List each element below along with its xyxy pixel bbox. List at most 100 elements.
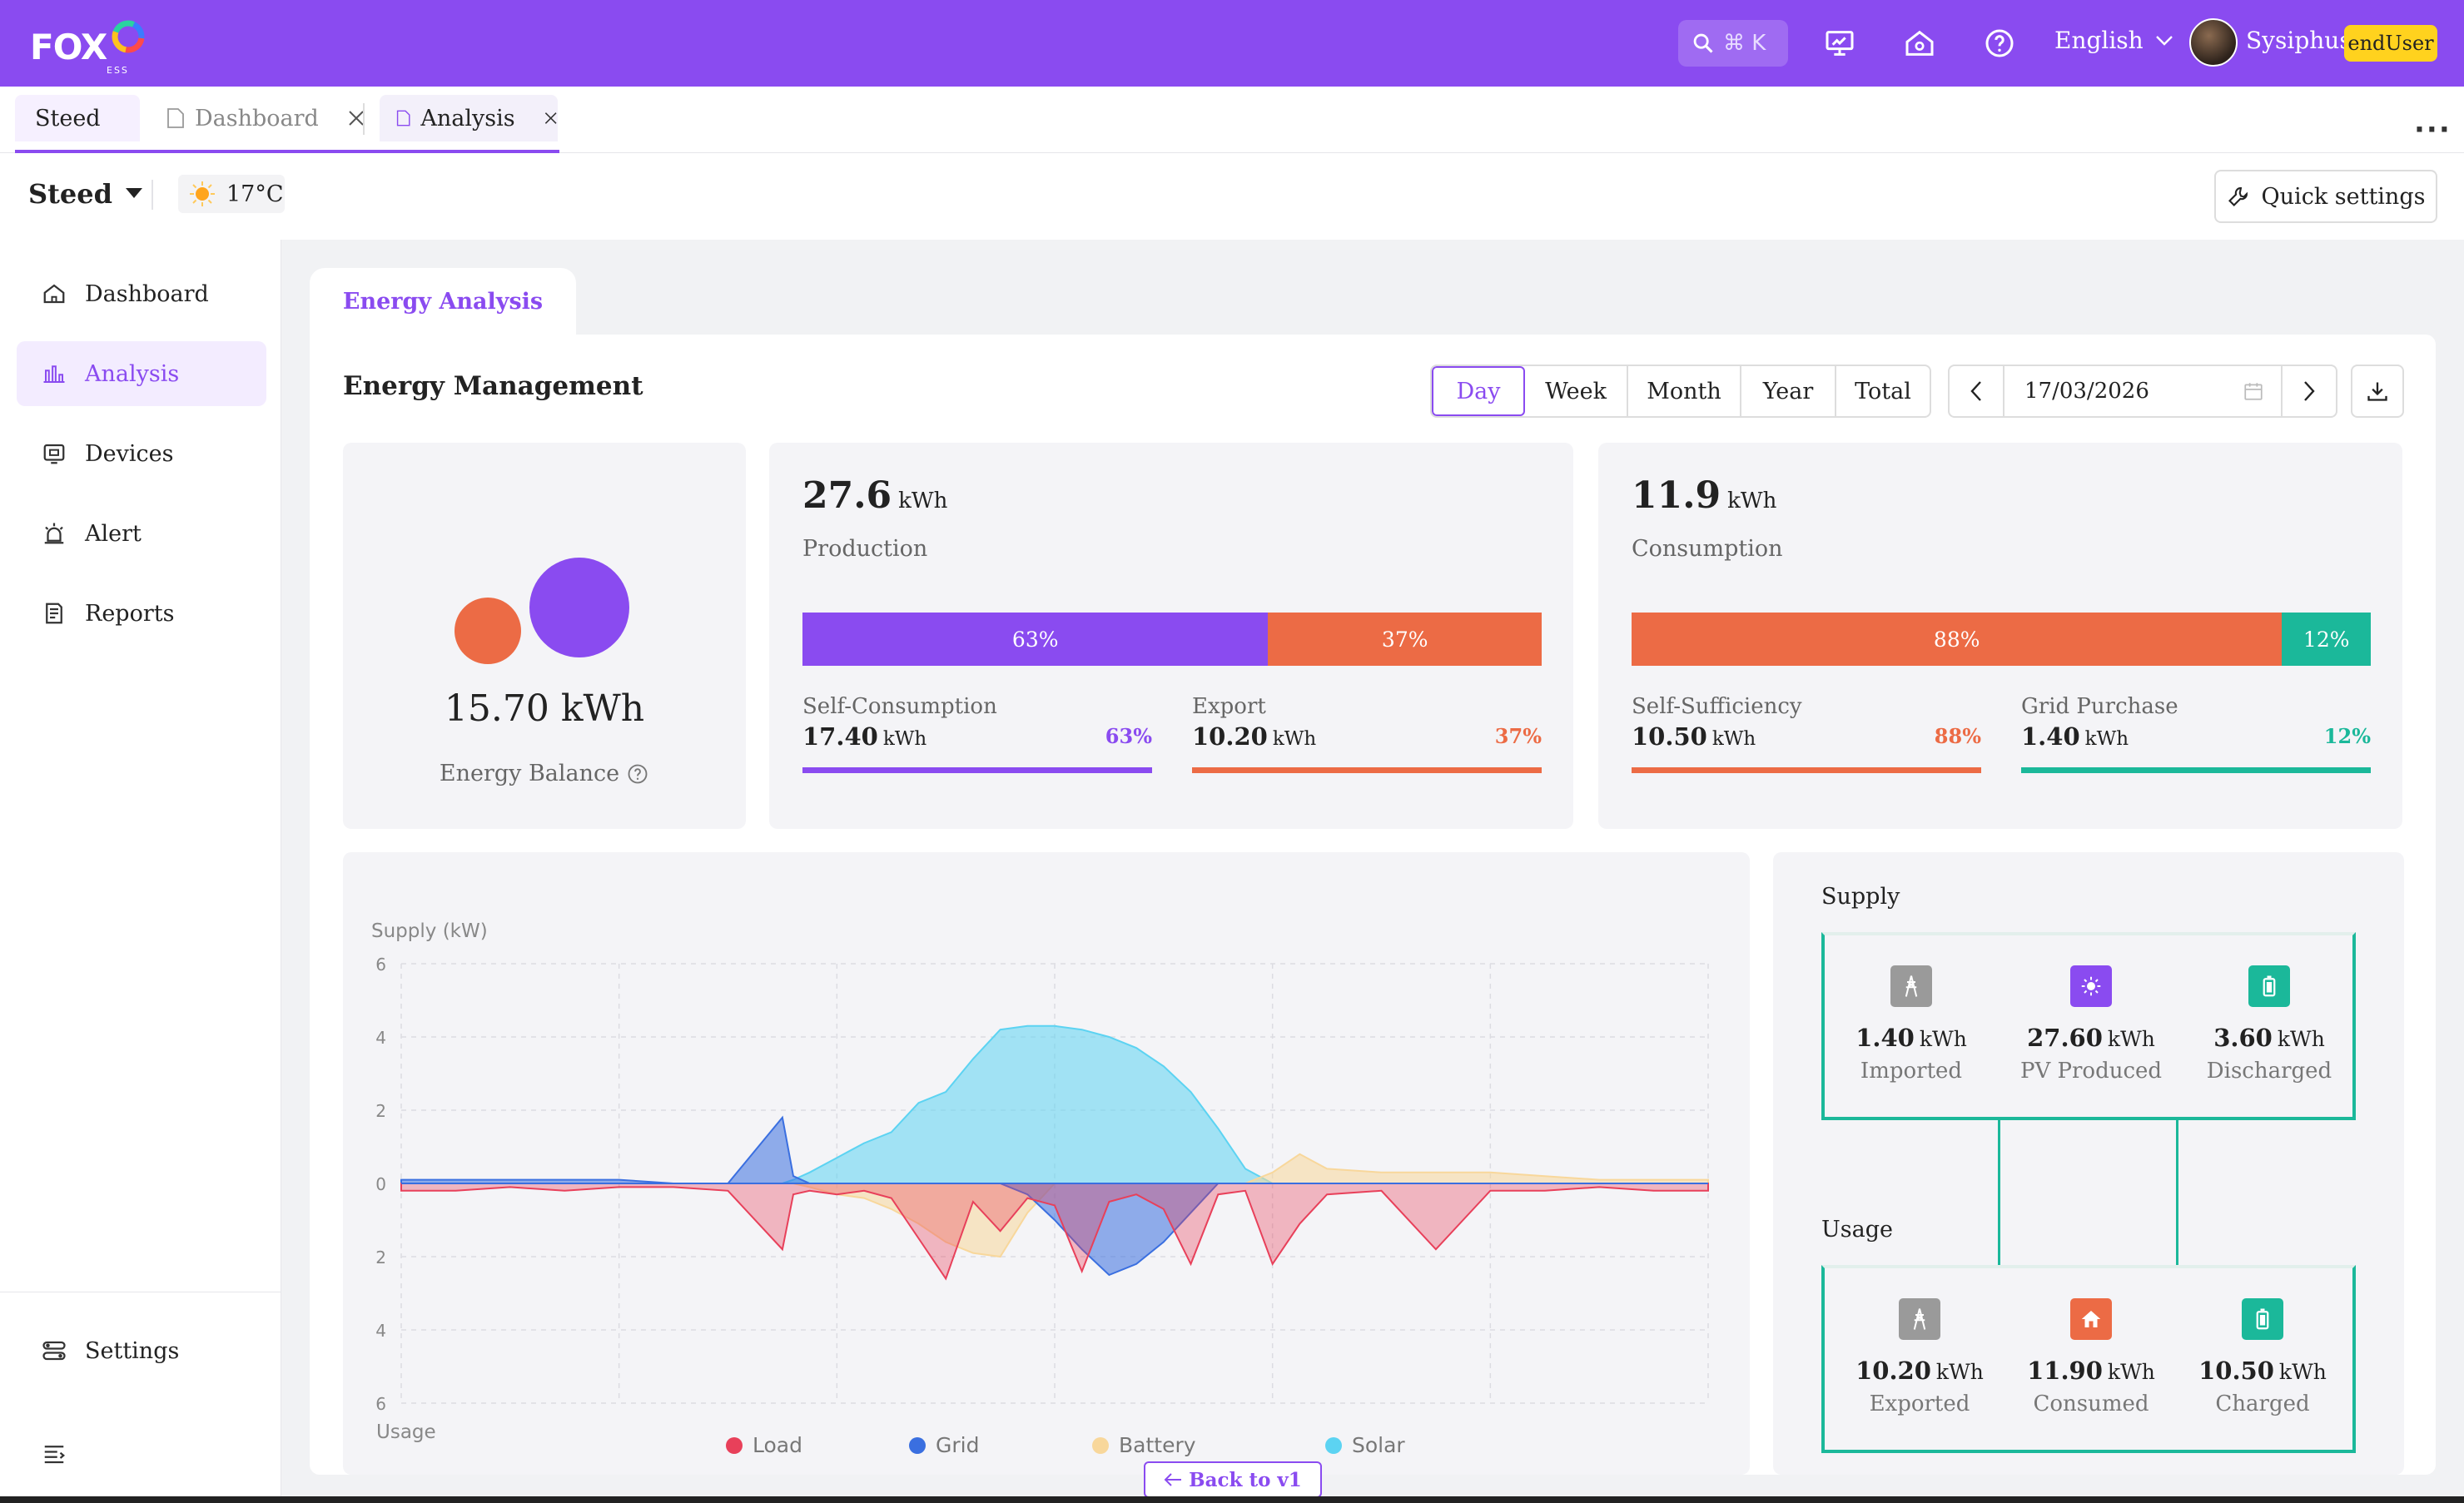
site-bar [0,153,2464,240]
search-shortcut: ⌘ K [1723,31,1766,56]
page-title: Energy Management [343,371,643,401]
date-input[interactable]: 17/03/2026 [2003,366,2283,416]
consumed-item: 11.90 kWh Consumed [2008,1298,2174,1416]
calendar-icon [2244,383,2263,400]
tab-indicator [15,150,559,153]
quick-settings-button[interactable]: Quick settings [2214,170,2437,223]
wrench-icon [2228,187,2248,206]
sidebar-item-analysis[interactable]: Analysis [17,341,266,406]
discharged-item: 3.60 kWh Discharged [2186,965,2352,1084]
grid-purchase-segment: 12% [2282,613,2371,666]
legend-solar[interactable]: Solar [1325,1433,1405,1457]
pv-produced-item: 27.60 kWh PV Produced [2008,965,2174,1084]
close-icon[interactable] [544,109,558,127]
tab-bar: Steed Dashboard Analysis [0,87,2464,153]
document-icon [167,108,184,128]
period-year[interactable]: Year [1741,366,1836,416]
legend-battery[interactable]: Battery [1092,1433,1196,1457]
legend-grid[interactable]: Grid [909,1433,979,1457]
production-card: 27.6 kWh Production 63% 37% Self-Consumpt… [769,443,1573,829]
tab-energy-analysis[interactable]: Energy Analysis [310,268,576,335]
user-name[interactable]: Sysiphus [2246,27,2352,54]
logo-ring-icon [112,20,145,53]
tab-home[interactable]: Steed [15,95,140,141]
close-icon[interactable] [347,109,365,127]
y-tick-label: 4 [375,1321,386,1341]
sidebar-item-devices[interactable]: Devices [17,421,266,486]
y-tick-label: 0 [375,1174,386,1194]
y-tick-label: 6 [375,955,386,975]
home-icon[interactable] [1903,27,1936,60]
next-date-button[interactable] [2283,366,2336,416]
self-sufficiency-segment: 88% [1632,613,2283,666]
info-icon[interactable] [626,762,649,786]
help-icon[interactable] [1983,27,2016,60]
self-consumption-stat: Self-Consumption 17.40 kWh 63% [802,694,1152,773]
usage-heading: Usage [1821,1217,1893,1243]
balance-value: 15.70 kWh [444,687,645,730]
y-tick-label: 6 [375,1394,386,1414]
collapse-menu-icon[interactable] [42,1441,67,1466]
balance-label: Energy Balance [343,761,746,786]
export-stat: Export 10.20 kWh 37% [1192,694,1542,773]
presentation-chart-icon[interactable] [1823,27,1856,60]
consumption-bubble [455,598,521,664]
avatar[interactable] [2189,18,2238,67]
download-button[interactable] [2351,365,2404,418]
legend-load[interactable]: Load [726,1433,802,1457]
load-series-area [400,1183,1709,1281]
chevron-right-icon [2304,381,2315,401]
production-label: Production [802,536,928,562]
self-sufficiency-stat: Self-Sufficiency 10.50 kWh 88% [1632,694,1981,773]
period-week[interactable]: Week [1525,366,1628,416]
y-axis-label-usage: Usage [376,1421,436,1443]
sidebar-item-reports[interactable]: Reports [17,581,266,646]
y-tick-label: 2 [375,1101,386,1121]
document-icon [396,110,410,126]
settings-toggle-icon [42,1341,66,1361]
solar-series-area [401,1024,1708,1184]
download-icon [2367,382,2387,401]
exported-item: 10.20 kWh Exported [1836,1298,2003,1416]
chevron-down-icon [2155,35,2173,46]
grid-purchase-stat: Grid Purchase 1.40 kWh 12% [2021,694,2371,773]
sidebar: Dashboard Analysis Devices Alert Reports… [0,240,281,1503]
fox-ess-logo[interactable]: FOX ESS [30,18,163,77]
flow-connector-left [1998,1120,2000,1265]
sun-icon [190,181,215,206]
sun-icon [2070,965,2112,1007]
consumption-card: 11.9 kWh Consumption 88% 12% Self-Suffici… [1598,443,2402,829]
export-segment: 37% [1268,613,1542,666]
production-split-bar: 63% 37% [802,613,1542,666]
more-options-icon[interactable]: ··· [2414,113,2452,146]
caret-down-icon [125,188,142,198]
period-total[interactable]: Total [1855,378,1911,404]
site-selector[interactable]: Steed [28,178,142,210]
language-selector[interactable]: English [2054,27,2173,54]
consumption-total: 11.9 kWh [1632,474,1777,517]
tab-dashboard[interactable]: Dashboard [166,95,365,141]
period-month[interactable]: Month [1628,366,1741,416]
supply-heading: Supply [1821,884,1900,910]
grid-tower-icon [1890,965,1932,1007]
sidebar-item-dashboard[interactable]: Dashboard [17,261,266,326]
y-tick-label: 2 [375,1248,386,1267]
self-consumption-segment: 63% [802,613,1269,666]
sidebar-item-settings[interactable]: Settings [17,1318,266,1383]
energy-flow-card: Supply 1.40 kWh Imported 27.60 kWh PV Prod… [1773,852,2404,1475]
prev-date-button[interactable] [1950,366,2003,416]
tab-analysis[interactable]: Analysis [380,95,558,141]
grid-tower-icon [1899,1298,1940,1340]
energy-balance-card: 15.70 kWh Energy Balance [343,443,746,829]
sidebar-item-alert[interactable]: Alert [17,501,266,566]
back-to-v1-button[interactable]: Back to v1 [1144,1461,1322,1498]
battery-icon [2242,1298,2283,1340]
device-icon [43,444,65,464]
role-badge: endUser [2344,25,2437,62]
search-button[interactable]: ⌘ K [1678,20,1788,67]
battery-icon [2248,965,2290,1007]
power-chart[interactable]: 6 4 2 0 2 4 6 [343,852,1750,1475]
house-icon [2070,1298,2112,1340]
top-bar: FOX ESS ⌘ K English Sysiphus endUser [0,0,2464,87]
period-day[interactable]: Day [1432,366,1525,416]
